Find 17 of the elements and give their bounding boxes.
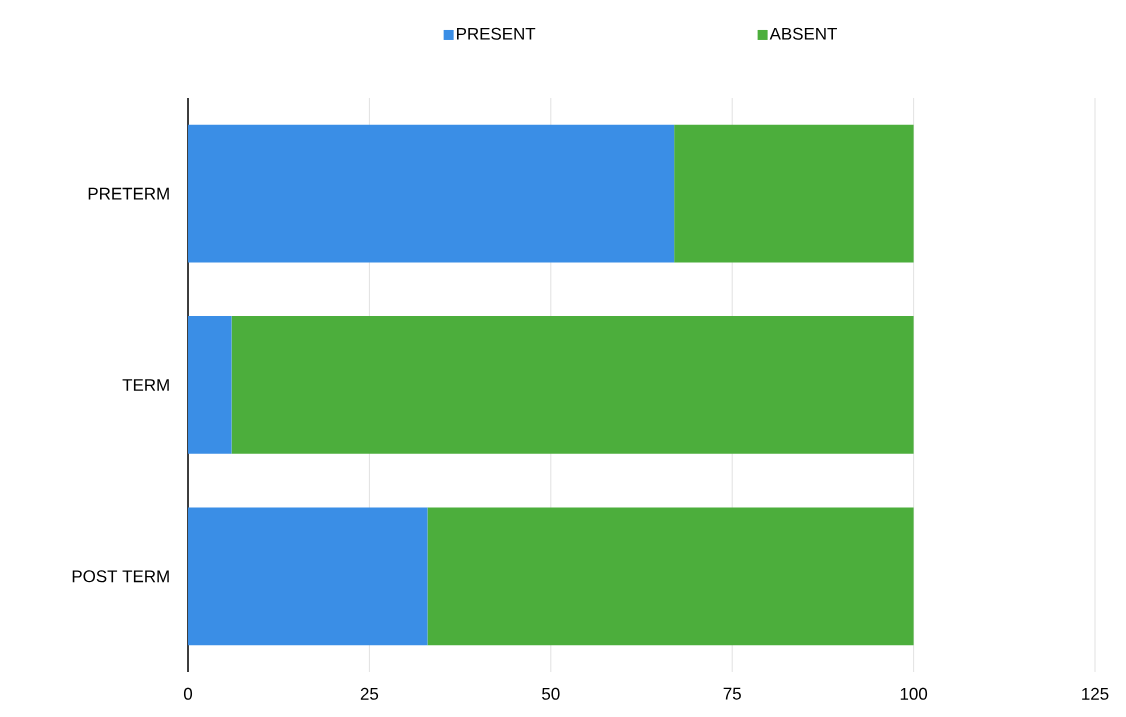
x-tick-label: 25	[360, 687, 379, 700]
bar	[188, 507, 428, 646]
bar	[188, 316, 232, 454]
y-tick-label: PRETERM	[88, 187, 169, 200]
x-tick-label: 75	[723, 687, 741, 700]
bar	[427, 507, 914, 646]
y-tick-label: TERM	[122, 379, 169, 391]
y-tick-label: POST TERM	[72, 570, 169, 583]
bar	[188, 124, 675, 263]
x-tick-label: 0	[183, 687, 193, 700]
legend-label: ABSENT	[769, 27, 837, 40]
legend-label: PRESENT	[457, 27, 536, 40]
x-tick-label: 50	[542, 687, 560, 700]
x-tick-label: 100	[900, 687, 928, 700]
bar	[231, 316, 914, 454]
bar	[674, 124, 914, 263]
x-tick-label: 125	[1082, 687, 1109, 700]
